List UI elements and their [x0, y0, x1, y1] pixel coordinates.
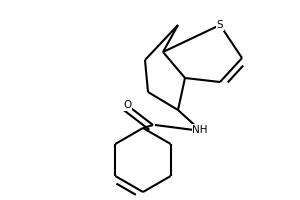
Text: NH: NH — [192, 125, 208, 135]
Text: O: O — [123, 100, 131, 110]
Text: S: S — [217, 20, 223, 30]
